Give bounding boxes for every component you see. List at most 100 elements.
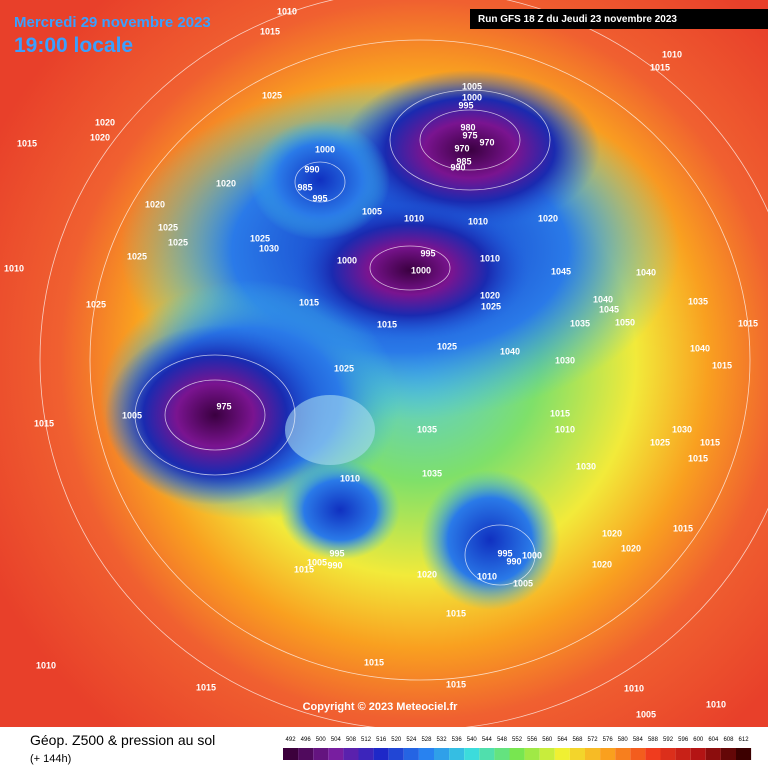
legend-swatch (720, 748, 736, 760)
pressure-label: 1005 (513, 578, 533, 588)
pressure-label: 975 (216, 401, 231, 411)
pressure-label: 1015 (550, 408, 570, 418)
pressure-label: 1020 (417, 569, 437, 579)
pressure-label: 995 (312, 193, 327, 203)
legend-swatch (449, 748, 465, 760)
legend-swatch (464, 748, 480, 760)
legend-swatch (660, 748, 676, 760)
pressure-label: 1045 (599, 304, 619, 314)
pressure-label: 990 (304, 164, 319, 174)
legend-label: 548 (497, 737, 508, 743)
pressure-label: 1040 (593, 294, 613, 304)
legend-label: 604 (708, 737, 719, 743)
legend-label: 580 (618, 737, 629, 743)
legend-label: 516 (376, 737, 387, 743)
pressure-label: 1010 (624, 683, 644, 693)
low (280, 460, 400, 560)
pressure-label: 1020 (602, 528, 622, 538)
pressure-label: 1040 (500, 346, 520, 356)
pressure-label: 1010 (340, 473, 360, 483)
low (105, 325, 325, 505)
pressure-label: 1020 (216, 178, 236, 188)
pressure-label: 1040 (636, 267, 656, 277)
pressure-label: 1015 (446, 608, 466, 618)
legend-swatch (494, 748, 510, 760)
pressure-label: 1020 (480, 290, 500, 300)
legend-label: 596 (678, 737, 689, 743)
pressure-label: 1035 (688, 296, 708, 306)
pressure-label: 1015 (700, 437, 720, 447)
pressure-label: 990 (327, 560, 342, 570)
legend-swatch (690, 748, 706, 760)
pressure-label: 975 (462, 130, 477, 140)
footer (0, 727, 768, 768)
pressure-label: 1015 (446, 679, 466, 689)
pressure-label: 1010 (468, 216, 488, 226)
pressure-label: 1000 (315, 144, 335, 154)
low (420, 470, 560, 610)
legend-swatch (298, 748, 314, 760)
pressure-label: 990 (506, 556, 521, 566)
pressure-label: 1005 (307, 557, 327, 567)
pressure-label: 1040 (690, 343, 710, 353)
pressure-label: 1020 (95, 117, 115, 127)
pressure-label: 1015 (299, 297, 319, 307)
pressure-label: 1010 (662, 49, 682, 59)
pressure-label: 990 (450, 162, 465, 172)
legend-swatch (645, 748, 661, 760)
pressure-label: 1035 (417, 424, 437, 434)
run-box (470, 9, 768, 29)
pressure-label: 1010 (36, 660, 56, 670)
legend-label: 576 (603, 737, 614, 743)
pressure-label: 1015 (17, 138, 37, 148)
legend-label: 508 (346, 737, 357, 743)
pressure-label: 1030 (555, 355, 575, 365)
pressure-labels: 1010101510101015102510051000995102010201… (4, 6, 758, 719)
pressure-label: 1000 (411, 265, 431, 275)
low (290, 200, 530, 340)
pressure-label: 1005 (462, 81, 482, 91)
pressure-label: 970 (479, 137, 494, 147)
legend-label: 492 (286, 737, 297, 743)
legend-label: 540 (467, 737, 478, 743)
pressure-label: 1025 (334, 363, 354, 373)
legend-swatch (524, 748, 540, 760)
pressure-label: 1020 (145, 199, 165, 209)
legend-swatch (479, 748, 495, 760)
pressure-label: 995 (329, 548, 344, 558)
legend-label: 536 (452, 737, 463, 743)
legend-label: 512 (361, 737, 372, 743)
pressure-label: 1025 (481, 301, 501, 311)
legend-swatch (736, 748, 752, 760)
footer-title: Géop. Z500 & pression au sol (30, 732, 215, 748)
pressure-label: 1010 (480, 253, 500, 263)
pressure-label: 1025 (127, 251, 147, 261)
run-info: Run GFS 18 Z du Jeudi 23 novembre 2023 (478, 14, 677, 25)
pressure-label: 1010 (277, 6, 297, 16)
pressure-label: 1010 (555, 424, 575, 434)
date: Mercredi 29 novembre 2023 (14, 14, 211, 31)
legend-label: 560 (542, 737, 553, 743)
high (285, 395, 375, 465)
legend-swatch (615, 748, 631, 760)
legend-swatch (418, 748, 434, 760)
legend-label: 520 (391, 737, 402, 743)
legend-label: 500 (316, 737, 327, 743)
legend-label: 552 (512, 737, 523, 743)
pressure-label: 1010 (4, 263, 24, 273)
pressure-label: 1015 (34, 418, 54, 428)
legend-label: 504 (331, 737, 342, 743)
pressure-label: 980 (460, 122, 475, 132)
pressure-label: 1020 (538, 213, 558, 223)
legend-swatch (358, 748, 374, 760)
pressure-label: 1025 (86, 299, 106, 309)
pressure-label: 1015 (673, 523, 693, 533)
pressure-label: 1025 (262, 90, 282, 100)
pressure-label: 1015 (294, 564, 314, 574)
legend-swatch (554, 748, 570, 760)
pressure-label: 1045 (551, 266, 571, 276)
legend-swatch (569, 748, 585, 760)
legend-swatch (283, 748, 299, 760)
